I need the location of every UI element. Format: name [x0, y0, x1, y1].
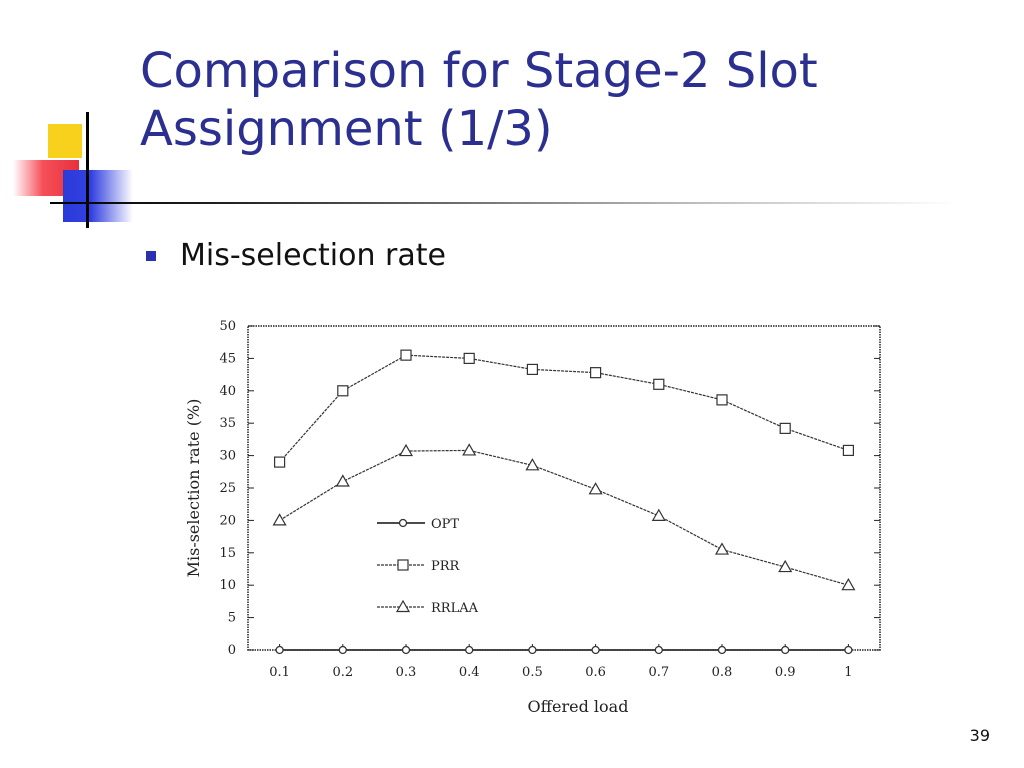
logo-yellow-square [48, 124, 82, 158]
data-point-prr [842, 444, 855, 457]
y-tick-label: 40 [219, 384, 236, 399]
data-point-prr [779, 422, 791, 434]
data-point-opt [338, 645, 347, 655]
data-point-opt [275, 645, 284, 655]
legend-label-rrlaa: RRLAA [431, 601, 479, 616]
legend-marker-opt [398, 518, 408, 528]
page-number: 39 [969, 726, 990, 745]
x-tick-label: 0.6 [585, 665, 606, 680]
data-point-opt [781, 645, 790, 655]
data-point-prr [400, 349, 412, 361]
y-tick-label: 45 [219, 351, 236, 366]
data-point-rrlaa [841, 577, 856, 591]
data-point-rrlaa [714, 542, 730, 555]
plot-frame [247, 325, 881, 651]
data-point-rrlaa [398, 443, 414, 457]
x-axis-label: Offered load [528, 697, 629, 716]
data-point-rrlaa [588, 482, 603, 495]
data-point-rrlaa [651, 508, 666, 521]
data-point-prr [716, 394, 728, 406]
data-point-opt [528, 645, 537, 655]
legend-marker-rrlaa [395, 599, 411, 613]
x-tick-label: 0.9 [775, 665, 796, 680]
y-tick-label: 5 [228, 611, 236, 626]
bullet-item: Mis-selection rate [146, 238, 446, 273]
x-tick-label: 0.4 [459, 665, 480, 680]
bullet-square-icon [146, 250, 156, 261]
x-tick-label: 1 [844, 665, 852, 680]
x-tick-label: 0.5 [522, 665, 543, 680]
series-line-prr [279, 354, 849, 463]
data-point-opt [465, 645, 474, 655]
data-point-opt [591, 645, 600, 655]
y-tick-label: 20 [219, 513, 236, 528]
data-point-rrlaa [335, 474, 350, 487]
x-tick-label: 0.2 [332, 665, 353, 680]
data-point-prr [337, 385, 349, 397]
data-point-opt [844, 645, 853, 655]
data-point-prr [526, 363, 538, 376]
data-point-prr [653, 378, 665, 390]
legend-marker-prr [397, 559, 409, 571]
y-tick-label: 10 [219, 578, 236, 593]
series-line-rrlaa [279, 449, 849, 586]
y-axis-label: Mis-selection rate (%) [184, 399, 203, 578]
data-point-rrlaa [778, 559, 793, 573]
logo-blue-square [63, 170, 133, 222]
data-point-opt [654, 645, 663, 655]
slide-title: Comparison for Stage-2 Slot Assignment (… [140, 42, 1000, 158]
y-tick-label: 50 [219, 319, 236, 334]
slide-title-line-1: Comparison for Stage-2 Slot [140, 43, 818, 99]
x-tick-label: 0.7 [648, 665, 669, 680]
data-point-rrlaa [462, 443, 477, 456]
legend-label-prr: PRR [431, 559, 461, 574]
y-tick-label: 30 [219, 449, 236, 464]
data-point-prr [590, 367, 602, 379]
y-tick-label: 15 [219, 546, 236, 561]
data-point-rrlaa [272, 513, 287, 526]
logo-vertical-line [86, 112, 89, 228]
line-chart: 0 5 10 15 20 25 30 35 40 45 50 0.1 0.2 0.3 0.4 0.5 0.6 0.… [184, 319, 881, 716]
data-point-opt [401, 645, 411, 655]
x-tick-label: 0.1 [269, 665, 290, 680]
y-tick-label: 35 [219, 416, 236, 431]
data-point-prr [463, 352, 475, 365]
x-tick-label: 0.8 [712, 665, 733, 680]
data-point-opt [717, 645, 727, 655]
slide-title-line-2: Assignment (1/3) [140, 101, 553, 157]
x-tick-label: 0.3 [396, 665, 417, 680]
y-tick-label: 0 [228, 643, 236, 658]
bullet-text: Mis-selection rate [180, 238, 446, 273]
title-underline [50, 202, 960, 204]
data-point-rrlaa [525, 458, 540, 471]
data-point-prr [273, 456, 286, 468]
y-tick-label: 25 [219, 481, 236, 496]
legend-label-opt: OPT [431, 517, 459, 532]
